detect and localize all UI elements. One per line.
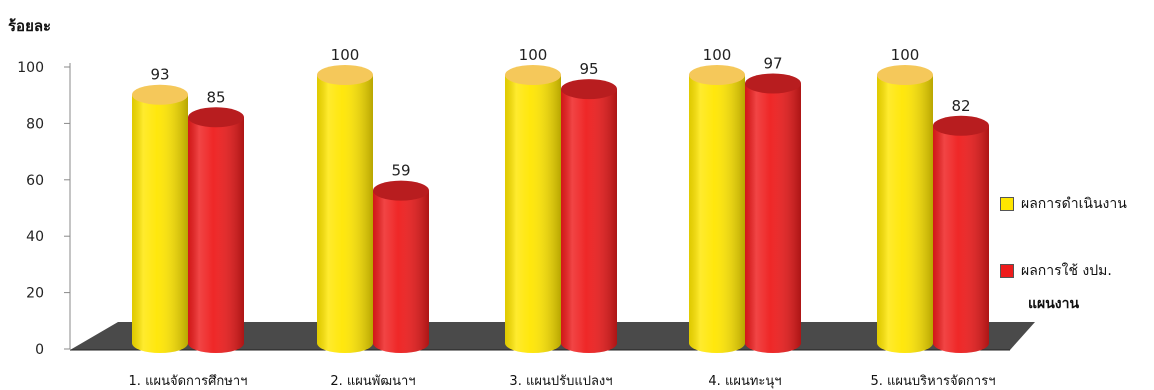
y-tick-label: 20 [26,286,44,302]
bar-series-1-shading [317,75,373,353]
bar-value-label: 82 [951,97,970,115]
legend-label-budget: ผลการใช้ งปม. [1021,263,1112,279]
bar-series-1-shading [505,75,561,353]
legend-note: แผนงาน [1028,296,1080,312]
legend-label-performance: ผลการดำเนินงาน [1021,196,1127,212]
x-category-label: 3. แผนปรับแปลงฯ [509,374,612,389]
bar-series-1-shading [877,75,933,353]
y-tick-label: 80 [26,116,44,132]
x-category-label: 5. แผนบริหารจัดการฯ [870,374,995,389]
y-tick-label: 0 [35,342,44,358]
bar-series-2-shading [561,89,617,353]
bar-value-label: 97 [763,54,782,72]
bar-value-label: 93 [150,66,169,84]
bar-value-label: 100 [519,46,548,64]
bar-series-2-top [188,107,244,128]
bar-series-2-shading [745,83,801,354]
bar-series-2-top [373,180,429,201]
x-category-label: 4. แผนทะนุฯ [708,374,781,389]
bar-value-label: 85 [206,88,225,106]
x-category-label: 1. แผนจัดการศึกษาฯ [129,374,248,389]
y-axis-title: ร้อยละ [8,17,52,35]
y-tick-label: 100 [17,60,44,76]
bar-series-2-shading [188,117,244,353]
bar-series-2-top [561,79,617,100]
bar-series-2-top [745,73,801,94]
y-tick-label: 40 [26,229,44,245]
bar-series-2-top [933,115,989,136]
bar-series-1-shading [132,94,188,354]
legend-item-performance: ผลการดำเนินงาน [1000,195,1127,214]
x-category-label: 2. แผนพัฒนาฯ [330,374,415,389]
bar-value-label: 100 [891,46,920,64]
bar-value-label: 100 [331,46,360,64]
bar-value-label: 59 [391,162,410,180]
legend-item-budget: ผลการใช้ งปม. [1000,262,1112,281]
legend-swatch-red [1000,264,1014,278]
bar-series-2-shading [373,190,429,353]
bar-series-1-top [689,65,745,85]
bar-value-label: 100 [703,46,732,64]
legend-swatch-yellow [1000,197,1014,211]
bar-series-1-top [317,65,373,85]
y-tick-label: 60 [26,173,44,189]
bar-series-1-shading [689,75,745,353]
bar-value-label: 95 [579,60,598,78]
bar-series-1-top [132,84,188,105]
bar-series-1-top [505,65,561,85]
bar-series-2-shading [933,125,989,353]
bar-series-1-top [877,65,933,85]
